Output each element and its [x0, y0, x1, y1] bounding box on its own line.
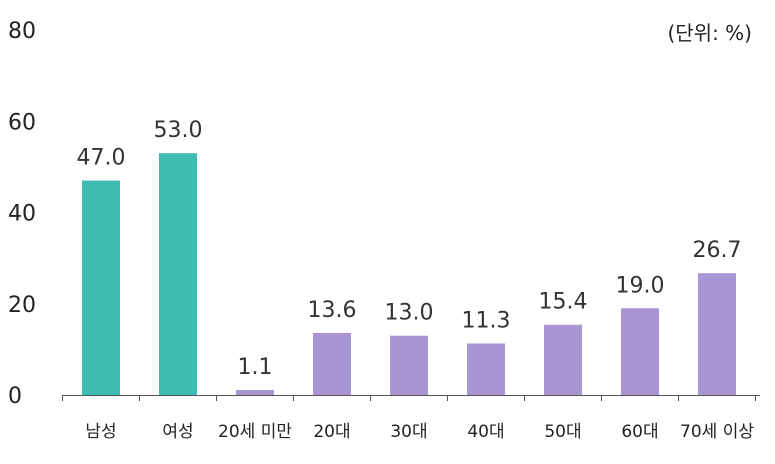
category-label: 60대 — [621, 422, 658, 442]
bar — [544, 324, 582, 395]
category-label: 20대 — [313, 422, 350, 442]
y-tick-label: 40 — [8, 202, 36, 227]
category-label: 50대 — [544, 422, 581, 442]
category-label: 40대 — [467, 422, 504, 442]
y-tick-label: 20 — [8, 293, 36, 318]
bar — [313, 332, 351, 395]
bar — [621, 308, 659, 395]
bar-value-label: 13.6 — [308, 298, 357, 323]
y-tick-label: 60 — [8, 110, 36, 135]
bar — [467, 343, 505, 395]
bar — [159, 153, 197, 395]
bar-value-label: 26.7 — [693, 238, 742, 263]
category-labels: 남성 여성 20세 미만 20대 30대 40대 50대 60대 70세 이상 — [85, 422, 754, 442]
bar — [236, 389, 274, 395]
bar-value-label: 11.3 — [462, 308, 511, 333]
value-labels: 47.0 53.0 1.1 13.6 13.0 11.3 15.4 19.0 26.7 — [77, 118, 742, 380]
bar-value-label: 1.1 — [238, 355, 273, 380]
bar — [82, 180, 120, 395]
unit-note: (단위: %) — [667, 21, 752, 45]
category-label: 70세 이상 — [680, 422, 754, 442]
category-label: 여성 — [162, 422, 193, 442]
category-label: 남성 — [85, 422, 116, 442]
bars — [82, 153, 736, 395]
bar-value-label: 15.4 — [539, 290, 588, 315]
y-tick-label: 80 — [8, 19, 36, 44]
bar — [390, 335, 428, 395]
x-axis-tick-marks — [62, 395, 756, 401]
y-tick-label: 0 — [8, 384, 22, 409]
bar-value-label: 19.0 — [616, 273, 665, 298]
category-label: 30대 — [390, 422, 427, 442]
category-label: 20세 미만 — [218, 422, 292, 442]
bar-value-label: 13.0 — [385, 301, 434, 326]
bar-value-label: 47.0 — [77, 146, 126, 171]
bar — [698, 273, 736, 395]
bar-value-label: 53.0 — [154, 118, 203, 143]
y-axis-ticks: 0 20 40 60 80 — [8, 19, 36, 409]
